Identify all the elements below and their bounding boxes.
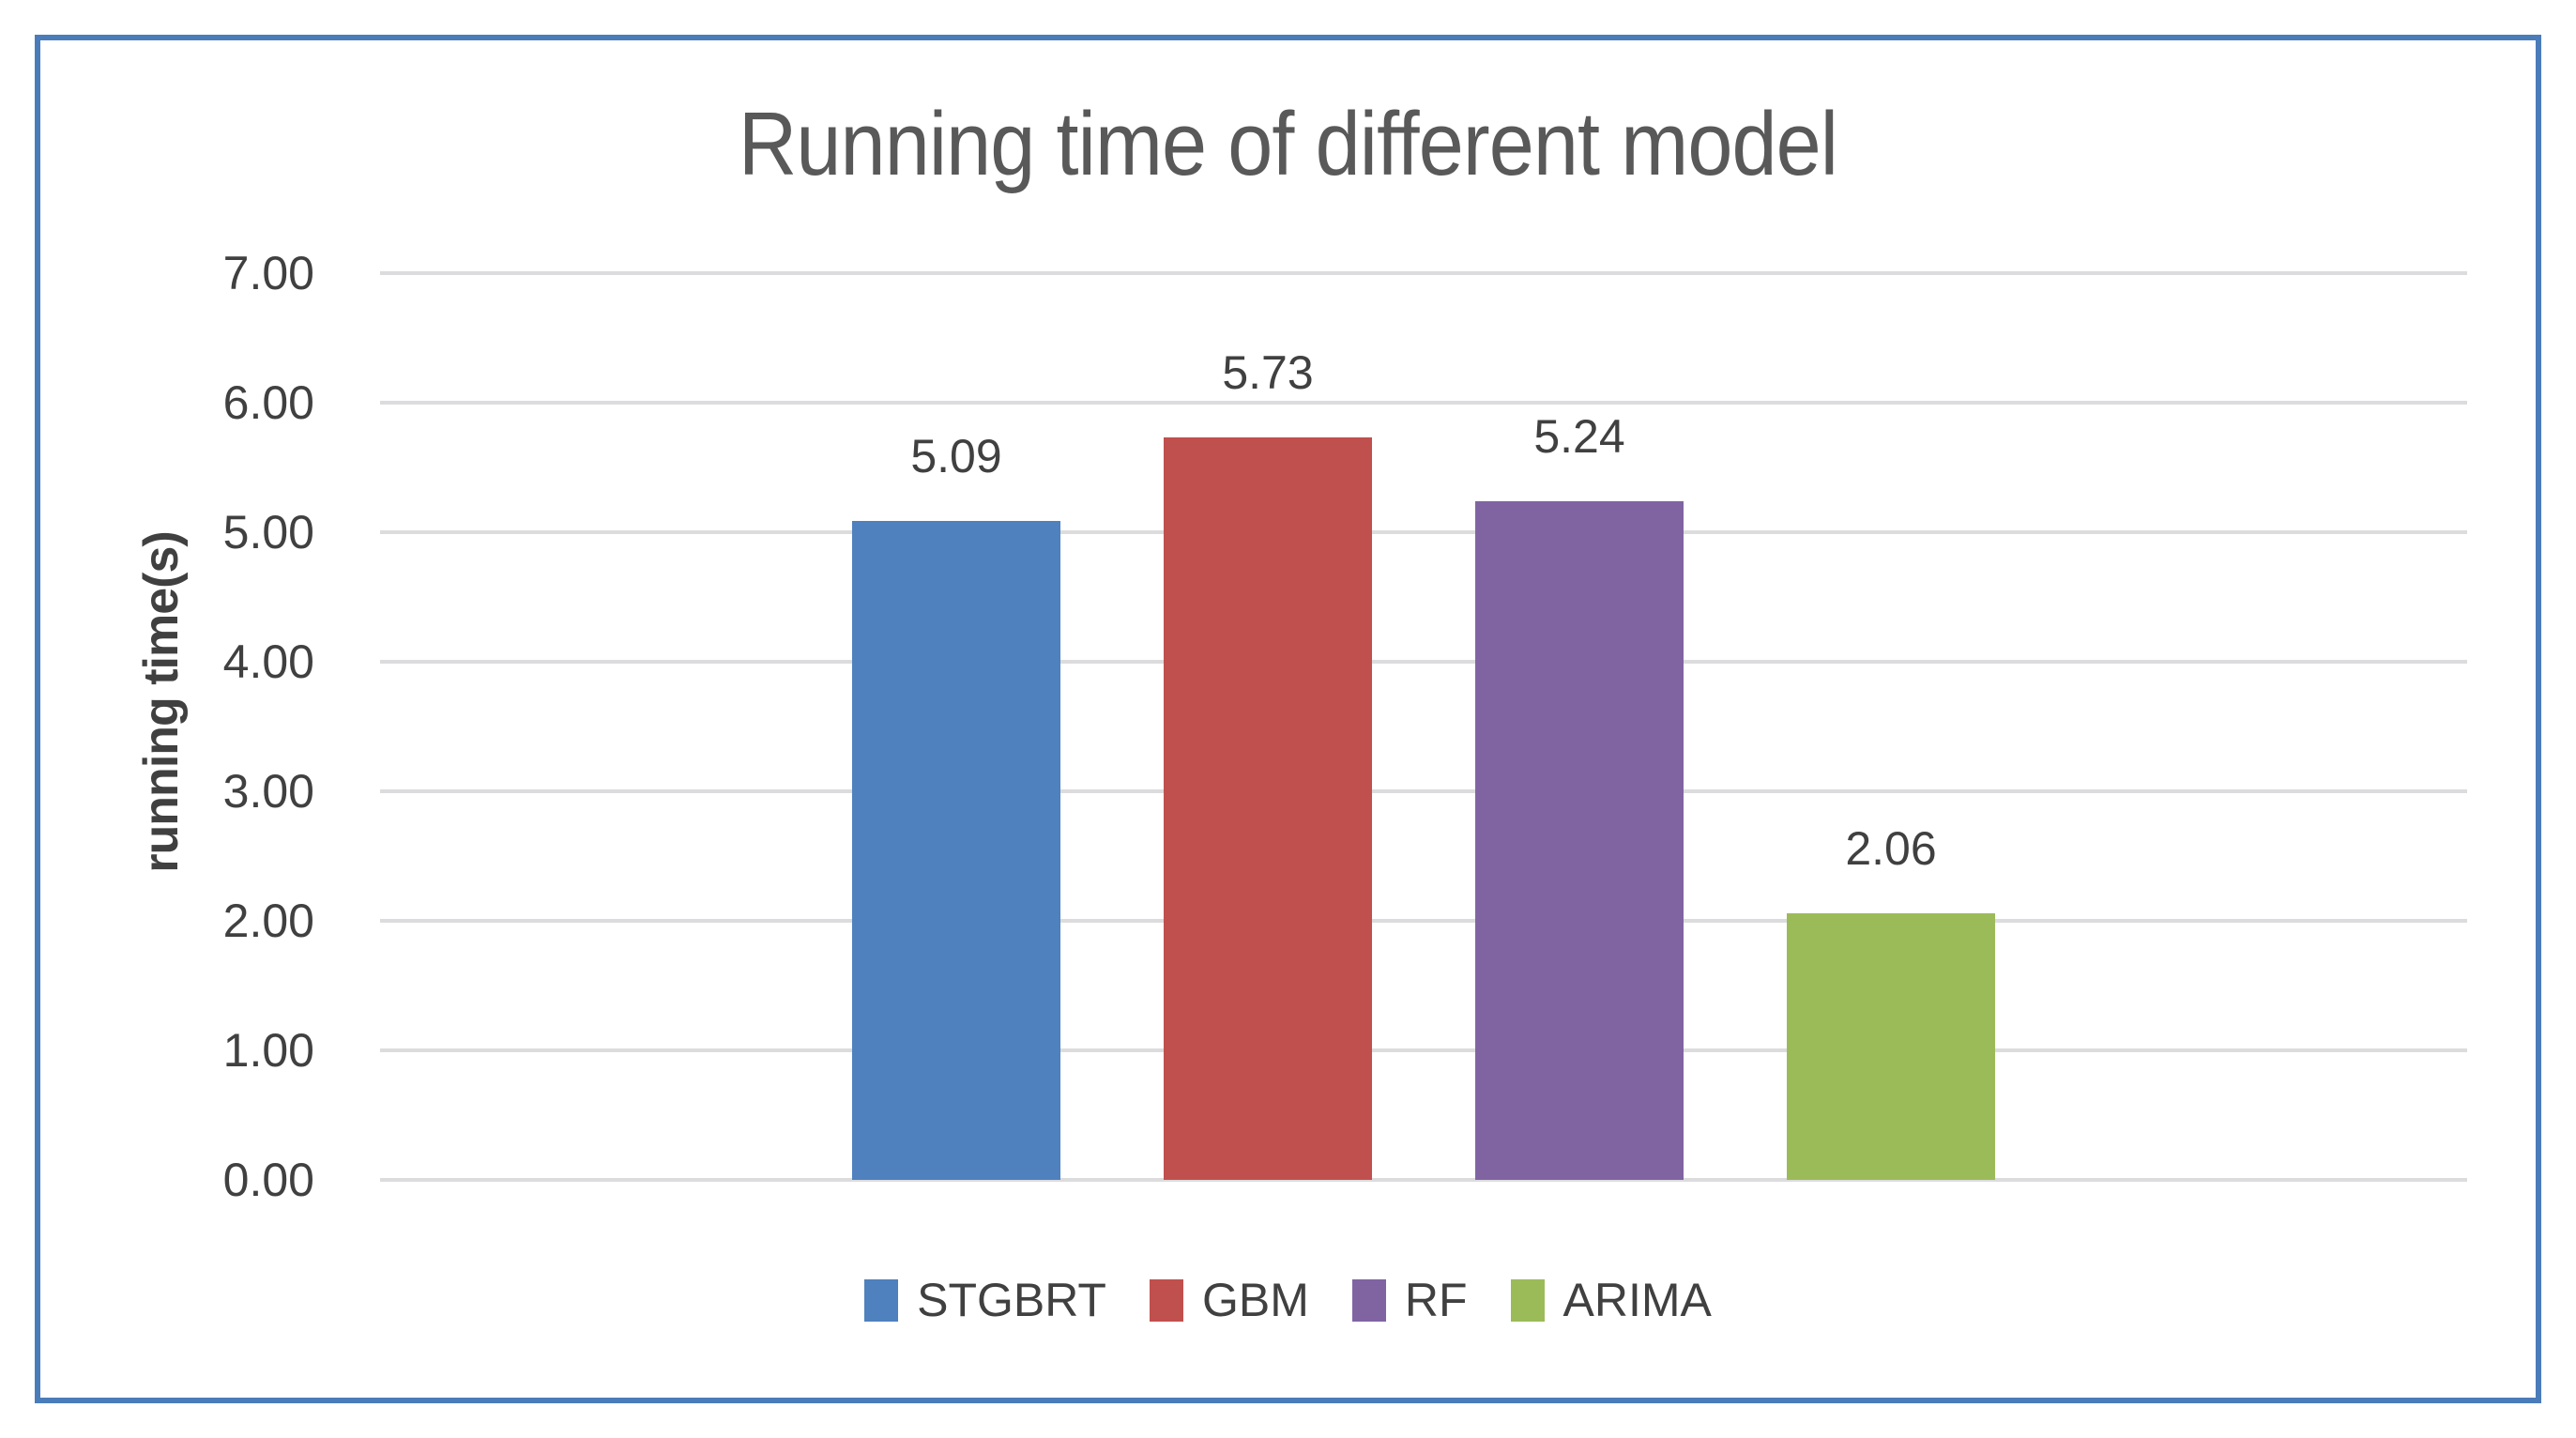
bar-value-label-GBM: 5.73 <box>1222 346 1314 400</box>
legend-swatch-GBM <box>1149 1278 1183 1322</box>
plot-area: 5.09 5.73 5.24 2.06 <box>380 271 2467 1182</box>
y-tick-label-2.00: 2.00 <box>222 895 314 947</box>
y-tick-label-4.00: 4.00 <box>222 635 314 688</box>
legend-swatch-RF <box>1351 1278 1386 1322</box>
y-tick-label-5.00: 5.00 <box>222 506 314 558</box>
gridline-4.00 <box>380 660 2467 664</box>
legend-item-GBM[interactable]: GBM <box>1149 1273 1309 1327</box>
gridline-5.00 <box>380 530 2467 534</box>
bar-STGBRT[interactable] <box>852 520 1060 1180</box>
y-tick-label-3.00: 3.00 <box>222 765 314 818</box>
y-tick-label-6.00: 6.00 <box>222 376 314 429</box>
bar-ARIMA[interactable] <box>1787 912 1995 1180</box>
bar-slot-STGBRT: 5.09 <box>852 433 1060 1180</box>
gridline-2.00 <box>380 919 2467 923</box>
legend-label-STGBRT: STGBRT <box>917 1274 1106 1326</box>
bar-slot-GBM: 5.73 <box>1164 349 1372 1180</box>
legend-swatch-STGBRT <box>864 1278 899 1322</box>
bar-value-label-RF: 5.24 <box>1533 409 1625 463</box>
legend-item-STGBRT[interactable]: STGBRT <box>864 1273 1106 1327</box>
chart-title: Running time of different model <box>738 94 1838 194</box>
legend-item-ARIMA[interactable]: ARIMA <box>1510 1273 1712 1327</box>
legend-item-RF[interactable]: RF <box>1351 1273 1468 1327</box>
gridline-0.00 <box>380 1178 2467 1182</box>
y-axis-title: running time(s) <box>134 531 189 873</box>
bar-slot-ARIMA: 2.06 <box>1787 825 1995 1180</box>
gridline-3.00 <box>380 789 2467 793</box>
legend: STGBRT GBM RF ARIMA <box>40 1272 2536 1328</box>
y-tick-label-0.00: 0.00 <box>222 1154 314 1206</box>
bar-slot-RF: 5.24 <box>1475 413 1684 1180</box>
bar-GBM[interactable] <box>1164 437 1372 1180</box>
bar-value-label-STGBRT: 5.09 <box>910 429 1002 482</box>
gridline-1.00 <box>380 1048 2467 1052</box>
legend-label-RF: RF <box>1404 1274 1468 1326</box>
legend-swatch-ARIMA <box>1510 1278 1545 1322</box>
bars-row: 5.09 5.73 5.24 2.06 <box>380 349 2467 1180</box>
legend-label-ARIMA: ARIMA <box>1562 1274 1712 1326</box>
y-tick-label-7.00: 7.00 <box>222 247 314 299</box>
bar-value-label-ARIMA: 2.06 <box>1845 821 1937 875</box>
legend-label-GBM: GBM <box>1201 1274 1309 1326</box>
gridline-6.00 <box>380 401 2467 405</box>
y-tick-label-1.00: 1.00 <box>222 1024 314 1077</box>
chart-frame[interactable]: Running time of different model running … <box>35 35 2541 1403</box>
bar-RF[interactable] <box>1475 500 1684 1180</box>
gridline-7.00 <box>380 271 2467 275</box>
